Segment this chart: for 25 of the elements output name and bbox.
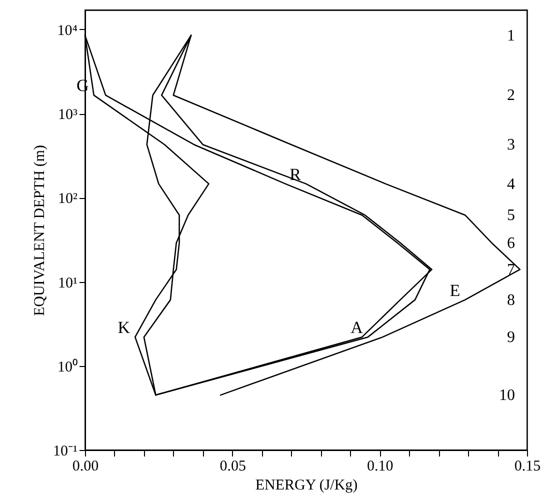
series-label: K [118,318,131,338]
annotation: 1 [507,27,515,44]
annotation: 3 [507,136,515,154]
x-tick-label: 0.05 [220,458,246,474]
y-tick-label: 10⁻¹ [53,444,78,460]
series-label: R [290,164,302,184]
y-tick-label: 10¹ [58,275,78,292]
series-label: E [450,280,460,300]
annotation: 10 [499,387,515,404]
x-axis-title: ENERGY (J/Kg) [255,478,358,494]
y-tick-label: 10⁴ [57,22,78,39]
y-tick-label: 10⁰ [58,358,78,376]
x-tick-label: 0.10 [367,458,394,474]
x-tick-label: 0.00 [72,458,99,474]
annotation: 8 [507,292,515,309]
x-tick-label: 0.15 [514,458,541,474]
annotation: 2 [507,87,515,104]
annotation: 5 [507,207,515,224]
y-tick-label: 10² [58,191,78,208]
y-tick-label: 10³ [58,107,78,124]
series-label: A [350,318,364,338]
annotation: 6 [507,234,515,252]
annotation: 4 [507,176,515,193]
annotation: 9 [507,329,515,346]
y-axis-title: EQUIVALENT DEPTH (m) [32,144,48,316]
